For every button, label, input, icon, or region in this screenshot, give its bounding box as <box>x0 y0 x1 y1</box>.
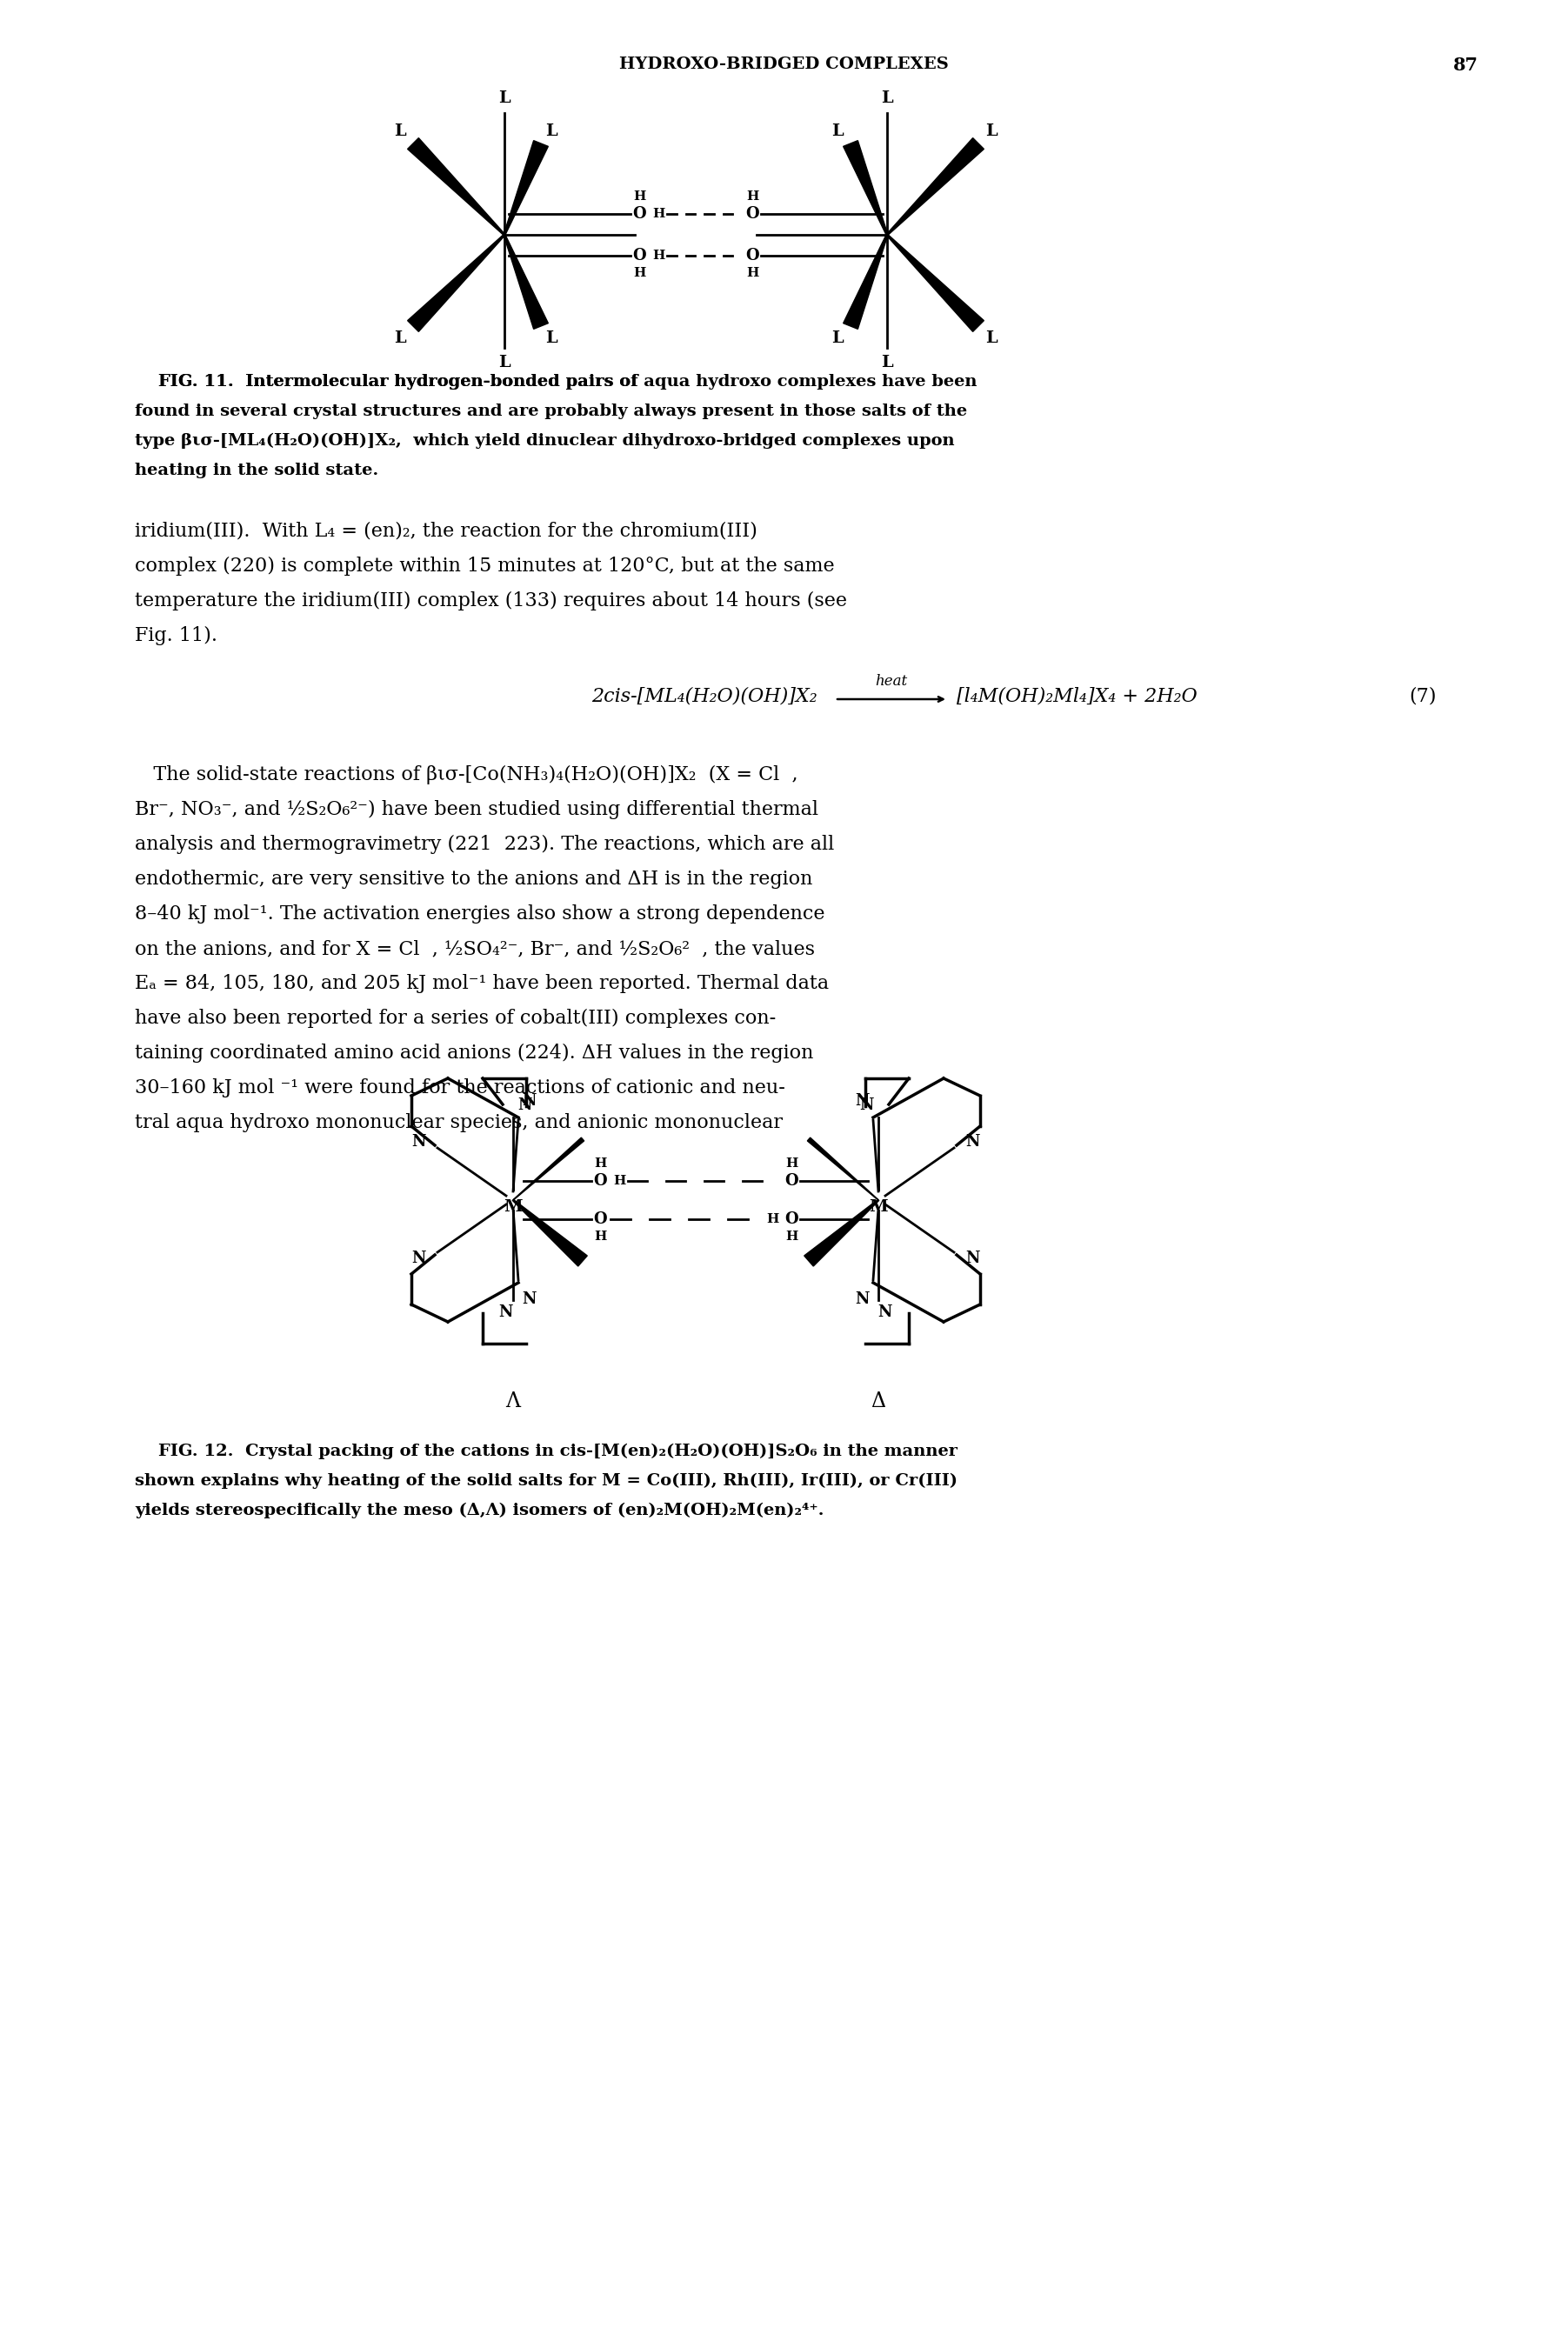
Text: N: N <box>412 1251 426 1266</box>
Text: H: H <box>746 190 759 202</box>
Text: L: L <box>499 92 510 106</box>
Text: 30–160 kJ mol ⁻¹ were found for the reactions of cationic and neu-: 30–160 kJ mol ⁻¹ were found for the reac… <box>135 1078 786 1097</box>
Text: H: H <box>594 1158 607 1169</box>
Polygon shape <box>513 1136 585 1200</box>
Text: taining coordinated amino acid anions (224). ΔH values in the region: taining coordinated amino acid anions (2… <box>135 1043 814 1064</box>
Polygon shape <box>808 1136 878 1200</box>
Text: L: L <box>831 124 844 139</box>
Text: on the anions, and for X = Cl  , ½SO₄²⁻, Br⁻, and ½S₂O₆²  , the values: on the anions, and for X = Cl , ½SO₄²⁻, … <box>135 939 815 958</box>
Text: N: N <box>855 1291 870 1308</box>
Polygon shape <box>503 141 549 235</box>
Text: M: M <box>503 1200 522 1214</box>
Text: tral aqua hydroxo mononuclear species, and anionic mononuclear: tral aqua hydroxo mononuclear species, a… <box>135 1113 782 1132</box>
Text: O: O <box>745 207 759 221</box>
Text: H: H <box>786 1158 798 1169</box>
Polygon shape <box>886 235 983 331</box>
Text: yields stereospecifically the meso (Δ,Λ) isomers of (en)₂M(OH)₂M(en)₂⁴⁺.: yields stereospecifically the meso (Δ,Λ)… <box>135 1503 825 1519</box>
Text: N: N <box>412 1134 426 1151</box>
Text: [l₄M(OH)₂Ml₄]X₄ + 2H₂O: [l₄M(OH)₂Ml₄]X₄ + 2H₂O <box>956 688 1198 707</box>
Text: complex (220) is complete within 15 minutes at 120°C, but at the same: complex (220) is complete within 15 minu… <box>135 556 834 575</box>
Text: 87: 87 <box>1454 56 1479 73</box>
Text: Eₐ = 84, 105, 180, and 205 kJ mol⁻¹ have been reported. Thermal data: Eₐ = 84, 105, 180, and 205 kJ mol⁻¹ have… <box>135 974 829 993</box>
Text: H: H <box>633 268 646 279</box>
Polygon shape <box>503 235 549 329</box>
Text: (7): (7) <box>1410 688 1436 707</box>
Text: L: L <box>546 331 557 345</box>
Text: L: L <box>985 331 997 345</box>
Text: The solid-state reactions of βισ-[Co(NH₃)₄(H₂O)(OH)]X₂  (X = Cl  ,: The solid-state reactions of βισ-[Co(NH₃… <box>135 765 798 784</box>
Text: FIG. 12.  Crystal packing of the cations in cis-[M(en)₂(H₂O)(OH)]S₂O₆ in the man: FIG. 12. Crystal packing of the cations … <box>135 1444 958 1460</box>
Text: Λ: Λ <box>506 1392 521 1411</box>
Polygon shape <box>886 139 983 235</box>
Polygon shape <box>844 141 887 235</box>
Polygon shape <box>513 1200 588 1266</box>
Text: N: N <box>522 1291 536 1308</box>
Text: Fig. 11).: Fig. 11). <box>135 627 218 646</box>
Text: O: O <box>593 1174 607 1188</box>
Text: N: N <box>966 1134 980 1151</box>
Text: N: N <box>522 1094 536 1108</box>
Text: shown explains why heating of the solid salts for M = Co(III), Rh(III), Ir(III),: shown explains why heating of the solid … <box>135 1472 958 1489</box>
Text: L: L <box>831 331 844 345</box>
Text: O: O <box>784 1174 798 1188</box>
Polygon shape <box>844 235 887 329</box>
Polygon shape <box>408 139 505 235</box>
Text: H: H <box>746 268 759 279</box>
Text: H: H <box>613 1174 626 1188</box>
Text: have also been reported for a series of cobalt(III) complexes con-: have also been reported for a series of … <box>135 1010 776 1028</box>
Text: N: N <box>855 1094 870 1108</box>
Text: HYDROXO-BRIDGED COMPLEXES: HYDROXO-BRIDGED COMPLEXES <box>619 56 949 73</box>
Text: H: H <box>594 1230 607 1242</box>
Text: Δ: Δ <box>870 1392 886 1411</box>
Text: heating in the solid state.: heating in the solid state. <box>135 463 378 479</box>
Text: analysis and thermogravimetry (221  223). The reactions, which are all: analysis and thermogravimetry (221 223).… <box>135 836 834 855</box>
Text: N: N <box>966 1251 980 1266</box>
Text: N: N <box>517 1097 532 1113</box>
Text: L: L <box>499 355 510 371</box>
Text: H: H <box>633 190 646 202</box>
Text: FIG. 11.  Intermolecular hydrogen-bonded pairs of: FIG. 11. Intermolecular hydrogen-bonded … <box>135 373 644 390</box>
Text: L: L <box>394 124 406 139</box>
Text: L: L <box>546 124 557 139</box>
Text: M: M <box>869 1200 887 1214</box>
Text: H: H <box>767 1214 778 1226</box>
Text: 8–40 kJ mol⁻¹. The activation energies also show a strong dependence: 8–40 kJ mol⁻¹. The activation energies a… <box>135 904 825 923</box>
Text: O: O <box>593 1212 607 1228</box>
Text: endothermic, are very sensitive to the anions and ΔH is in the region: endothermic, are very sensitive to the a… <box>135 869 812 890</box>
Text: Br⁻, NO₃⁻, and ½S₂O₆²⁻) have been studied using differential thermal: Br⁻, NO₃⁻, and ½S₂O₆²⁻) have been studie… <box>135 801 818 819</box>
Text: temperature the iridium(III) complex (133) requires about 14 hours (see: temperature the iridium(III) complex (13… <box>135 592 847 610</box>
Text: O: O <box>745 249 759 263</box>
Text: L: L <box>394 331 406 345</box>
Text: H: H <box>786 1230 798 1242</box>
Text: 2cis-[ML₄(H₂O)(OH)]X₂: 2cis-[ML₄(H₂O)(OH)]X₂ <box>591 688 817 707</box>
Text: found in several crystal structures and are probably always present in those sal: found in several crystal structures and … <box>135 404 967 420</box>
Text: N: N <box>859 1097 873 1113</box>
Text: L: L <box>881 92 894 106</box>
Polygon shape <box>804 1200 878 1266</box>
Polygon shape <box>408 235 505 331</box>
Text: heat: heat <box>875 674 908 688</box>
Text: L: L <box>881 355 894 371</box>
Text: L: L <box>985 124 997 139</box>
Text: O: O <box>632 207 646 221</box>
Text: type βισ-[ML₄(H₂O)(OH)]X₂,  which yield dinuclear dihydroxo-bridged complexes up: type βισ-[ML₄(H₂O)(OH)]X₂, which yield d… <box>135 432 955 448</box>
Text: N: N <box>878 1305 892 1320</box>
Text: O: O <box>632 249 646 263</box>
Text: O: O <box>784 1212 798 1228</box>
Text: FIG. 11.  Intermolecular hydrogen-bonded pairs of aqua hydroxo complexes have be: FIG. 11. Intermolecular hydrogen-bonded … <box>135 373 977 390</box>
Text: H: H <box>652 209 665 221</box>
Text: iridium(III).  With L₄ = (en)₂, the reaction for the chromium(III): iridium(III). With L₄ = (en)₂, the react… <box>135 521 757 540</box>
Text: N: N <box>499 1305 513 1320</box>
Text: H: H <box>652 249 665 261</box>
